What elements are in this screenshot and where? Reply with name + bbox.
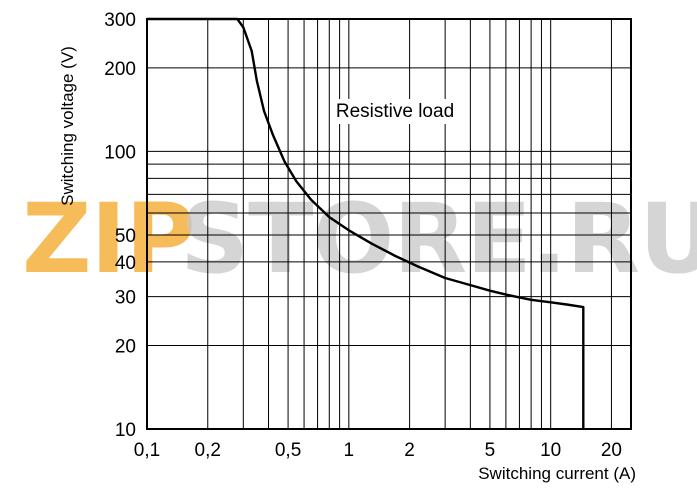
x-tick-label: 1 [344, 440, 355, 461]
x-tick-label: 10 [540, 440, 561, 461]
plot-frame [146, 18, 632, 430]
watermark: ZIP STORE.RU [22, 183, 697, 295]
y-tick-label: 20 [115, 336, 136, 357]
series-layer [147, 17, 585, 429]
watermark-left: ZIP [22, 183, 195, 295]
x-tick-label: 2 [404, 440, 415, 461]
y-tick-labels: 10 20 30 40 50 100 200 300 [104, 10, 136, 441]
x-tick-label: 0,2 [195, 440, 221, 461]
x-tick-label: 20 [601, 440, 622, 461]
y-tick-label: 300 [104, 10, 136, 31]
x-tick-label: 5 [485, 440, 496, 461]
watermark-right: STORE.RU [180, 183, 697, 295]
x-tick-label: 0,5 [275, 440, 301, 461]
y-tick-label: 50 [115, 226, 136, 247]
x-tick-label: 0,1 [134, 440, 160, 461]
series-line [147, 17, 585, 429]
x-tick-labels: 0,1 0,2 0,5 1 2 5 10 20 [134, 440, 622, 461]
annotation-background [331, 99, 459, 124]
annotation-resistive-load: Resistive load [336, 101, 454, 122]
y-axis-label: Switching voltage (V) [58, 46, 77, 206]
x-axis-label: Switching current (A) [478, 464, 636, 483]
y-tick-label: 40 [115, 253, 136, 274]
y-tick-label: 100 [104, 142, 136, 163]
y-tick-label: 200 [104, 59, 136, 80]
y-tick-label: 30 [115, 288, 136, 309]
y-tick-label: 10 [115, 420, 136, 441]
